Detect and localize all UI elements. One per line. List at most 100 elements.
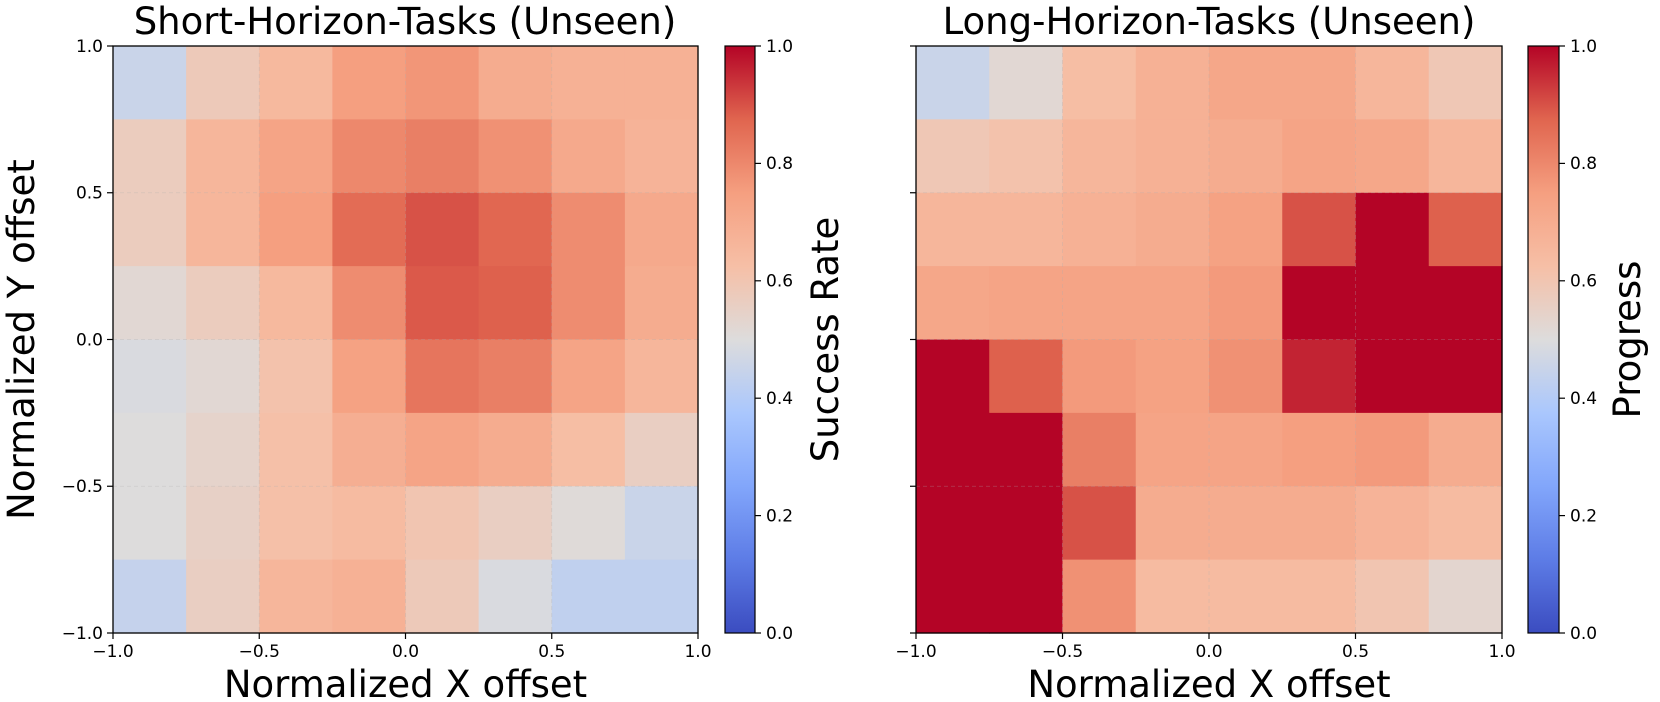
- heatmap-cell: [405, 339, 480, 414]
- heatmap-cell: [332, 266, 407, 341]
- colorbar-tick-label: 0.0: [766, 624, 793, 644]
- heatmap-cell: [186, 559, 260, 634]
- heatmap-cell: [551, 412, 626, 487]
- heatmap-cell: [1355, 412, 1430, 487]
- x-tick-label: 0.5: [1342, 642, 1369, 662]
- heatmap-cell: [1209, 192, 1283, 267]
- heatmap-cell: [1282, 486, 1357, 561]
- heatmap-cell: [405, 119, 480, 194]
- colorbar-gradient: [724, 45, 756, 634]
- heatmap-cell: [1062, 412, 1137, 487]
- x-axis-label: Normalized X offset: [1027, 663, 1390, 702]
- y-tick-label: 0.5: [76, 184, 103, 204]
- heatmap-cell: [405, 46, 480, 120]
- heatmap-cell: [1062, 559, 1137, 634]
- heatmap-cell: [113, 119, 187, 194]
- heatmap-cell: [113, 559, 187, 634]
- heatmap-cell: [1428, 46, 1503, 120]
- heatmap-cell: [989, 559, 1064, 634]
- heatmap-cell: [551, 119, 626, 194]
- heatmap-cell: [1062, 339, 1137, 414]
- heatmap-cell: [1282, 266, 1357, 341]
- heatmap-cell: [332, 119, 407, 194]
- heatmap-cell: [405, 412, 480, 487]
- heatmap-cell: [1428, 192, 1503, 267]
- heatmap-cell: [405, 192, 480, 267]
- heatmap-cell: [989, 412, 1064, 487]
- y-tick-label: −0.5: [62, 477, 103, 497]
- x-tick-label: 0.5: [538, 642, 565, 662]
- heatmap-cell: [551, 192, 626, 267]
- heatmap-cell: [405, 266, 480, 341]
- heatmap-cell: [478, 192, 553, 267]
- heatmap-cell: [1209, 339, 1283, 414]
- heatmap-cell: [1135, 559, 1210, 634]
- y-axis-label: Normalized Y offset: [0, 159, 43, 520]
- heatmap-cell: [113, 486, 187, 561]
- heatmap-cell: [186, 46, 260, 120]
- heatmap-cell: [186, 192, 260, 267]
- heatmap-cell: [478, 266, 553, 341]
- colorbar-tick-label: 0.4: [766, 389, 793, 409]
- colorbar-label: Progress: [1606, 261, 1649, 419]
- heatmap-cell: [259, 559, 333, 634]
- heatmap-cell: [332, 559, 407, 634]
- heatmap-cell: [1209, 412, 1283, 487]
- heatmap-cell: [624, 559, 699, 634]
- heatmap-cell: [1209, 559, 1283, 634]
- heatmap-cell: [624, 192, 699, 267]
- heatmap-cell: [186, 119, 260, 194]
- heatmap-cell: [624, 46, 699, 120]
- heatmap-cell: [624, 119, 699, 194]
- heatmap-cell: [916, 192, 990, 267]
- colorbar-tick-label: 0.8: [1570, 154, 1597, 174]
- heatmap-cell: [186, 412, 260, 487]
- heatmap-cell: [1062, 486, 1137, 561]
- heatmap-cell: [259, 46, 333, 120]
- heatmap-cell: [113, 339, 187, 414]
- chart-title: Short-Horizon-Tasks (Unseen): [134, 0, 677, 43]
- colorbar-tick-label: 0.0: [1570, 624, 1597, 644]
- heatmap-cell: [1355, 486, 1430, 561]
- heatmap-cell: [1428, 266, 1503, 341]
- heatmap-cell: [1428, 412, 1503, 487]
- heatmap-cell: [405, 559, 480, 634]
- colorbar: 0.0 0.2 0.4 0.6 0.8 1.0 Success Rate: [724, 37, 847, 644]
- x-tick-label: 1.0: [684, 642, 711, 662]
- heatmap-cell: [1135, 412, 1210, 487]
- heatmap-cell: [1135, 192, 1210, 267]
- heatmap-cell: [1135, 486, 1210, 561]
- heatmap-panel-short-horizon: Short-Horizon-Tasks (Unseen) −1.0 −0.5 0…: [0, 0, 847, 702]
- colorbar-tick-label: 0.6: [1570, 272, 1597, 292]
- heatmap-cell: [1282, 339, 1357, 414]
- x-axis: −1.0 −0.5 0.0 0.5 1.0 Normalized X offse…: [92, 633, 712, 702]
- heatmap-cell: [332, 339, 407, 414]
- heatmap-cell: [989, 119, 1064, 194]
- heatmap-cell: [259, 119, 333, 194]
- heatmap-cell: [1282, 559, 1357, 634]
- heatmap-cells: [113, 46, 699, 634]
- heatmap-cell: [186, 486, 260, 561]
- heatmap-cell: [1209, 486, 1283, 561]
- heatmap-cell: [259, 412, 333, 487]
- x-tick-label: −0.5: [1042, 642, 1083, 662]
- colorbar-tick-label: 0.4: [1570, 389, 1597, 409]
- heatmap-cell: [1282, 46, 1357, 120]
- heatmap-cell: [1428, 559, 1503, 634]
- heatmap-cell: [259, 486, 333, 561]
- colorbar-gradient: [1527, 45, 1560, 634]
- heatmap-cell: [259, 339, 333, 414]
- heatmap-cell: [1355, 46, 1430, 120]
- x-axis-label: Normalized X offset: [224, 663, 587, 702]
- heatmap-cell: [1282, 412, 1357, 487]
- heatmap-cell: [1282, 119, 1357, 194]
- heatmap-cell: [1428, 486, 1503, 561]
- heatmap-cell: [989, 266, 1064, 341]
- heatmap-cell: [478, 559, 553, 634]
- heatmap-cell: [1355, 339, 1430, 414]
- heatmap-cells: [916, 46, 1503, 634]
- heatmap-cell: [551, 339, 626, 414]
- heatmap-cell: [916, 486, 990, 561]
- heatmap-cell: [332, 412, 407, 487]
